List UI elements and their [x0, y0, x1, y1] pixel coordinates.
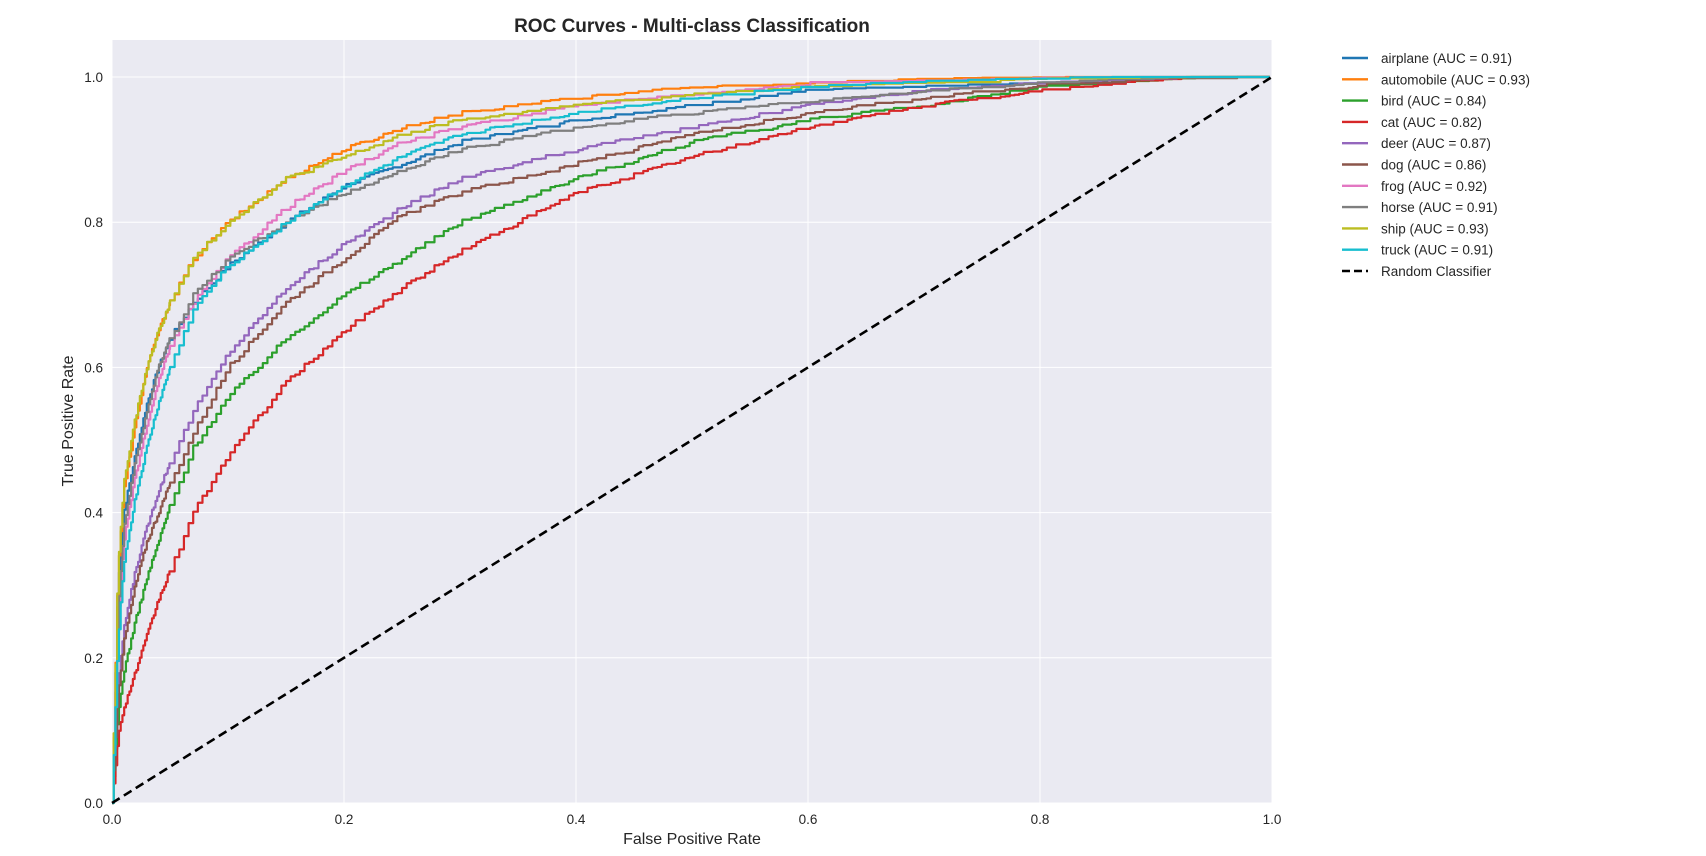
- legend: airplane (AUC = 0.91) automobile (AUC = 0…: [1342, 51, 1530, 279]
- roc-curve-ship: [112, 75, 1270, 805]
- roc-curve-truck: [112, 75, 1270, 805]
- y-tick-label: 0.4: [84, 506, 103, 521]
- legend-label: bird (AUC = 0.84): [1381, 94, 1486, 109]
- x-tick-label: 0.8: [1031, 812, 1050, 827]
- legend-label: Random Classifier: [1381, 264, 1492, 279]
- legend-label: deer (AUC = 0.87): [1381, 136, 1491, 151]
- roc-curve-bird: [112, 75, 1270, 805]
- x-tick-label: 0.0: [103, 812, 122, 827]
- y-tick-label: 0.2: [84, 651, 103, 666]
- roc-curve-dog: [112, 75, 1270, 805]
- roc-curve-horse: [112, 75, 1270, 805]
- legend-label: dog (AUC = 0.86): [1381, 158, 1486, 173]
- legend-label: cat (AUC = 0.82): [1381, 115, 1482, 130]
- y-axis-label: True Positive Rate: [60, 355, 77, 486]
- legend-label: ship (AUC = 0.93): [1381, 221, 1489, 236]
- chart-title: ROC Curves - Multi-class Classification: [514, 16, 870, 37]
- x-tick-label: 0.4: [567, 812, 586, 827]
- x-tick-label: 1.0: [1263, 812, 1282, 827]
- legend-label: frog (AUC = 0.92): [1381, 179, 1487, 194]
- y-tick-label: 1.0: [84, 70, 103, 85]
- y-tick-label: 0.6: [84, 360, 103, 375]
- roc-curve-cat: [112, 75, 1270, 805]
- roc-curve-random-classifier: [111, 75, 1273, 805]
- x-tick-label: 0.2: [335, 812, 354, 827]
- x-tick-label: 0.6: [799, 812, 818, 827]
- grid-lines: [111, 40, 1273, 804]
- legend-label: truck (AUC = 0.91): [1381, 243, 1493, 258]
- plot-background: [112, 40, 1272, 803]
- x-axis-label: False Positive Rate: [623, 831, 761, 848]
- y-tick-label: 0.0: [84, 796, 103, 811]
- roc-series-layer: [111, 75, 1273, 805]
- legend-label: automobile (AUC = 0.93): [1381, 72, 1530, 87]
- legend-label: horse (AUC = 0.91): [1381, 200, 1498, 215]
- legend-label: airplane (AUC = 0.91): [1381, 51, 1512, 66]
- y-tick-label: 0.8: [84, 215, 103, 230]
- axis-ticks: 0.0 0.2 0.4 0.6 0.8 1.0 0.0 0.2 0.4 0.6 0.8 1.0: [84, 70, 1281, 827]
